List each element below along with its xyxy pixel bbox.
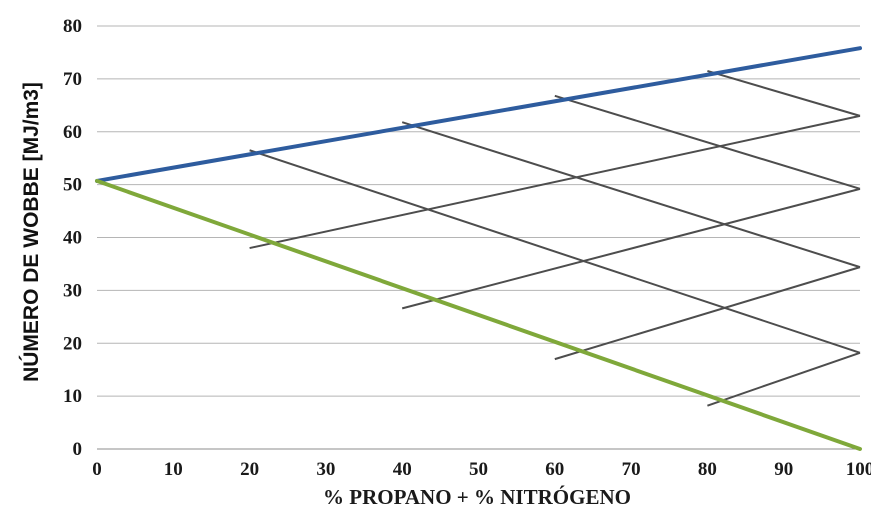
x-tick-40: 40 [393, 459, 412, 480]
x-tick-30: 30 [316, 459, 335, 480]
x-tick-10: 10 [164, 459, 183, 480]
mesh-line-6 [401, 121, 861, 269]
mesh-line-1 [249, 114, 861, 250]
mesh-lines [249, 69, 861, 407]
y-tick-80: 80 [63, 16, 82, 37]
y-tick-20: 20 [63, 333, 82, 354]
mesh-line-5 [249, 149, 861, 354]
mesh-line-2 [401, 187, 861, 310]
lower-boundary-line [95, 178, 862, 451]
y-tick-10: 10 [63, 386, 82, 407]
x-tick-90: 90 [774, 459, 793, 480]
upper-boundary-line [95, 46, 862, 183]
y-tick-0: 0 [73, 439, 83, 460]
y-tick-60: 60 [63, 122, 82, 143]
y-axis-title: NÚMERO DE WOBBE [MJ/m3] [19, 82, 43, 382]
y-tick-30: 30 [63, 280, 82, 301]
mesh-line-7 [554, 94, 861, 190]
x-tick-labels: 0 10 20 30 40 50 60 70 80 90 100 [92, 459, 871, 480]
y-tick-50: 50 [63, 175, 82, 196]
x-tick-20: 20 [240, 459, 259, 480]
y-tick-70: 70 [63, 69, 82, 90]
mesh-line-4 [707, 351, 861, 407]
y-tick-40: 40 [63, 228, 82, 249]
x-tick-50: 50 [469, 459, 488, 480]
mesh-line-8 [707, 69, 861, 117]
x-tick-80: 80 [698, 459, 717, 480]
mesh-line-3 [554, 266, 861, 361]
x-axis-title: % PROPANO + % NITRÓGENO [323, 485, 631, 509]
x-tick-70: 70 [622, 459, 641, 480]
y-tick-labels: 0 10 20 30 40 50 60 70 80 [63, 16, 82, 460]
x-tick-0: 0 [92, 459, 102, 480]
x-tick-100: 100 [846, 459, 871, 480]
x-tick-60: 60 [545, 459, 564, 480]
series-lines [95, 46, 862, 451]
gridlines [97, 25, 860, 450]
